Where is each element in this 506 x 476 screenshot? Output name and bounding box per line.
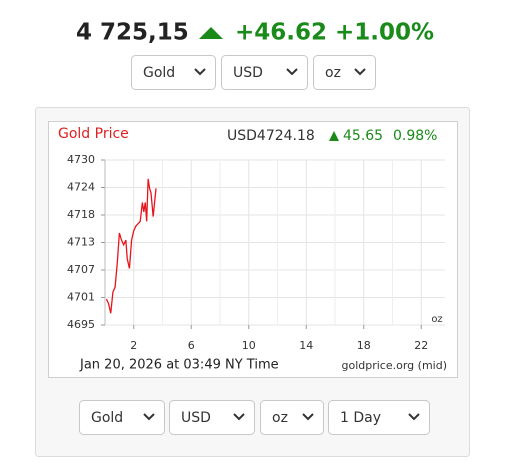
- select-label: oz: [272, 410, 288, 426]
- unit: oz: [431, 314, 442, 325]
- up-arrow: [329, 131, 339, 141]
- quote: USD4724.18: [227, 128, 315, 144]
- y-tick-label: 4701: [67, 291, 95, 304]
- chevron: [354, 68, 366, 76]
- timestamp: Jan 20, 2026 at 03:49 NY Time: [79, 358, 279, 373]
- change: +46.62: [235, 20, 327, 46]
- y-tick-label: 4707: [67, 263, 95, 276]
- price: 4 725,15: [76, 20, 189, 46]
- select-label: oz: [325, 65, 341, 81]
- select[interactable]: [328, 400, 430, 435]
- select-label: Gold: [91, 410, 123, 426]
- select[interactable]: [169, 400, 255, 435]
- select[interactable]: [221, 55, 308, 90]
- y-tick-label: 4730: [67, 153, 95, 166]
- y-tick-label: 4713: [67, 236, 95, 249]
- x-tick-label: 22: [414, 339, 428, 352]
- x-tick-label: 6: [188, 339, 195, 352]
- x-tick-label: 10: [242, 339, 256, 352]
- chevron: [408, 413, 420, 421]
- up-arrow: [199, 27, 223, 39]
- select-label: Gold: [143, 65, 175, 81]
- select[interactable]: [131, 55, 216, 90]
- chevron: [233, 413, 245, 421]
- change-pct: +1.00%: [335, 20, 434, 46]
- x-tick-label: 2: [130, 339, 137, 352]
- x-tick-label: 14: [299, 339, 313, 352]
- y-tick-label: 4695: [67, 318, 95, 331]
- select-label: USD: [181, 410, 211, 426]
- chevron: [302, 413, 314, 421]
- x-tick-label: 18: [357, 339, 371, 352]
- select-label: USD: [233, 65, 263, 81]
- quote-change-pct: 0.98%: [393, 128, 437, 144]
- select[interactable]: [313, 55, 376, 90]
- y-tick-label: 4724: [67, 180, 95, 193]
- chevron: [143, 413, 155, 421]
- chevron: [194, 68, 206, 76]
- chevron: [286, 68, 298, 76]
- price-line: [105, 178, 157, 314]
- y-tick-label: 4718: [67, 208, 95, 221]
- select[interactable]: [260, 400, 324, 435]
- quote-change: 45.65: [343, 128, 383, 144]
- chart-title: Gold Price: [58, 126, 129, 142]
- source: goldprice.org (mid): [342, 359, 448, 372]
- select-label: 1 Day: [340, 410, 381, 426]
- select[interactable]: [79, 400, 165, 435]
- chart-box: [48, 121, 458, 378]
